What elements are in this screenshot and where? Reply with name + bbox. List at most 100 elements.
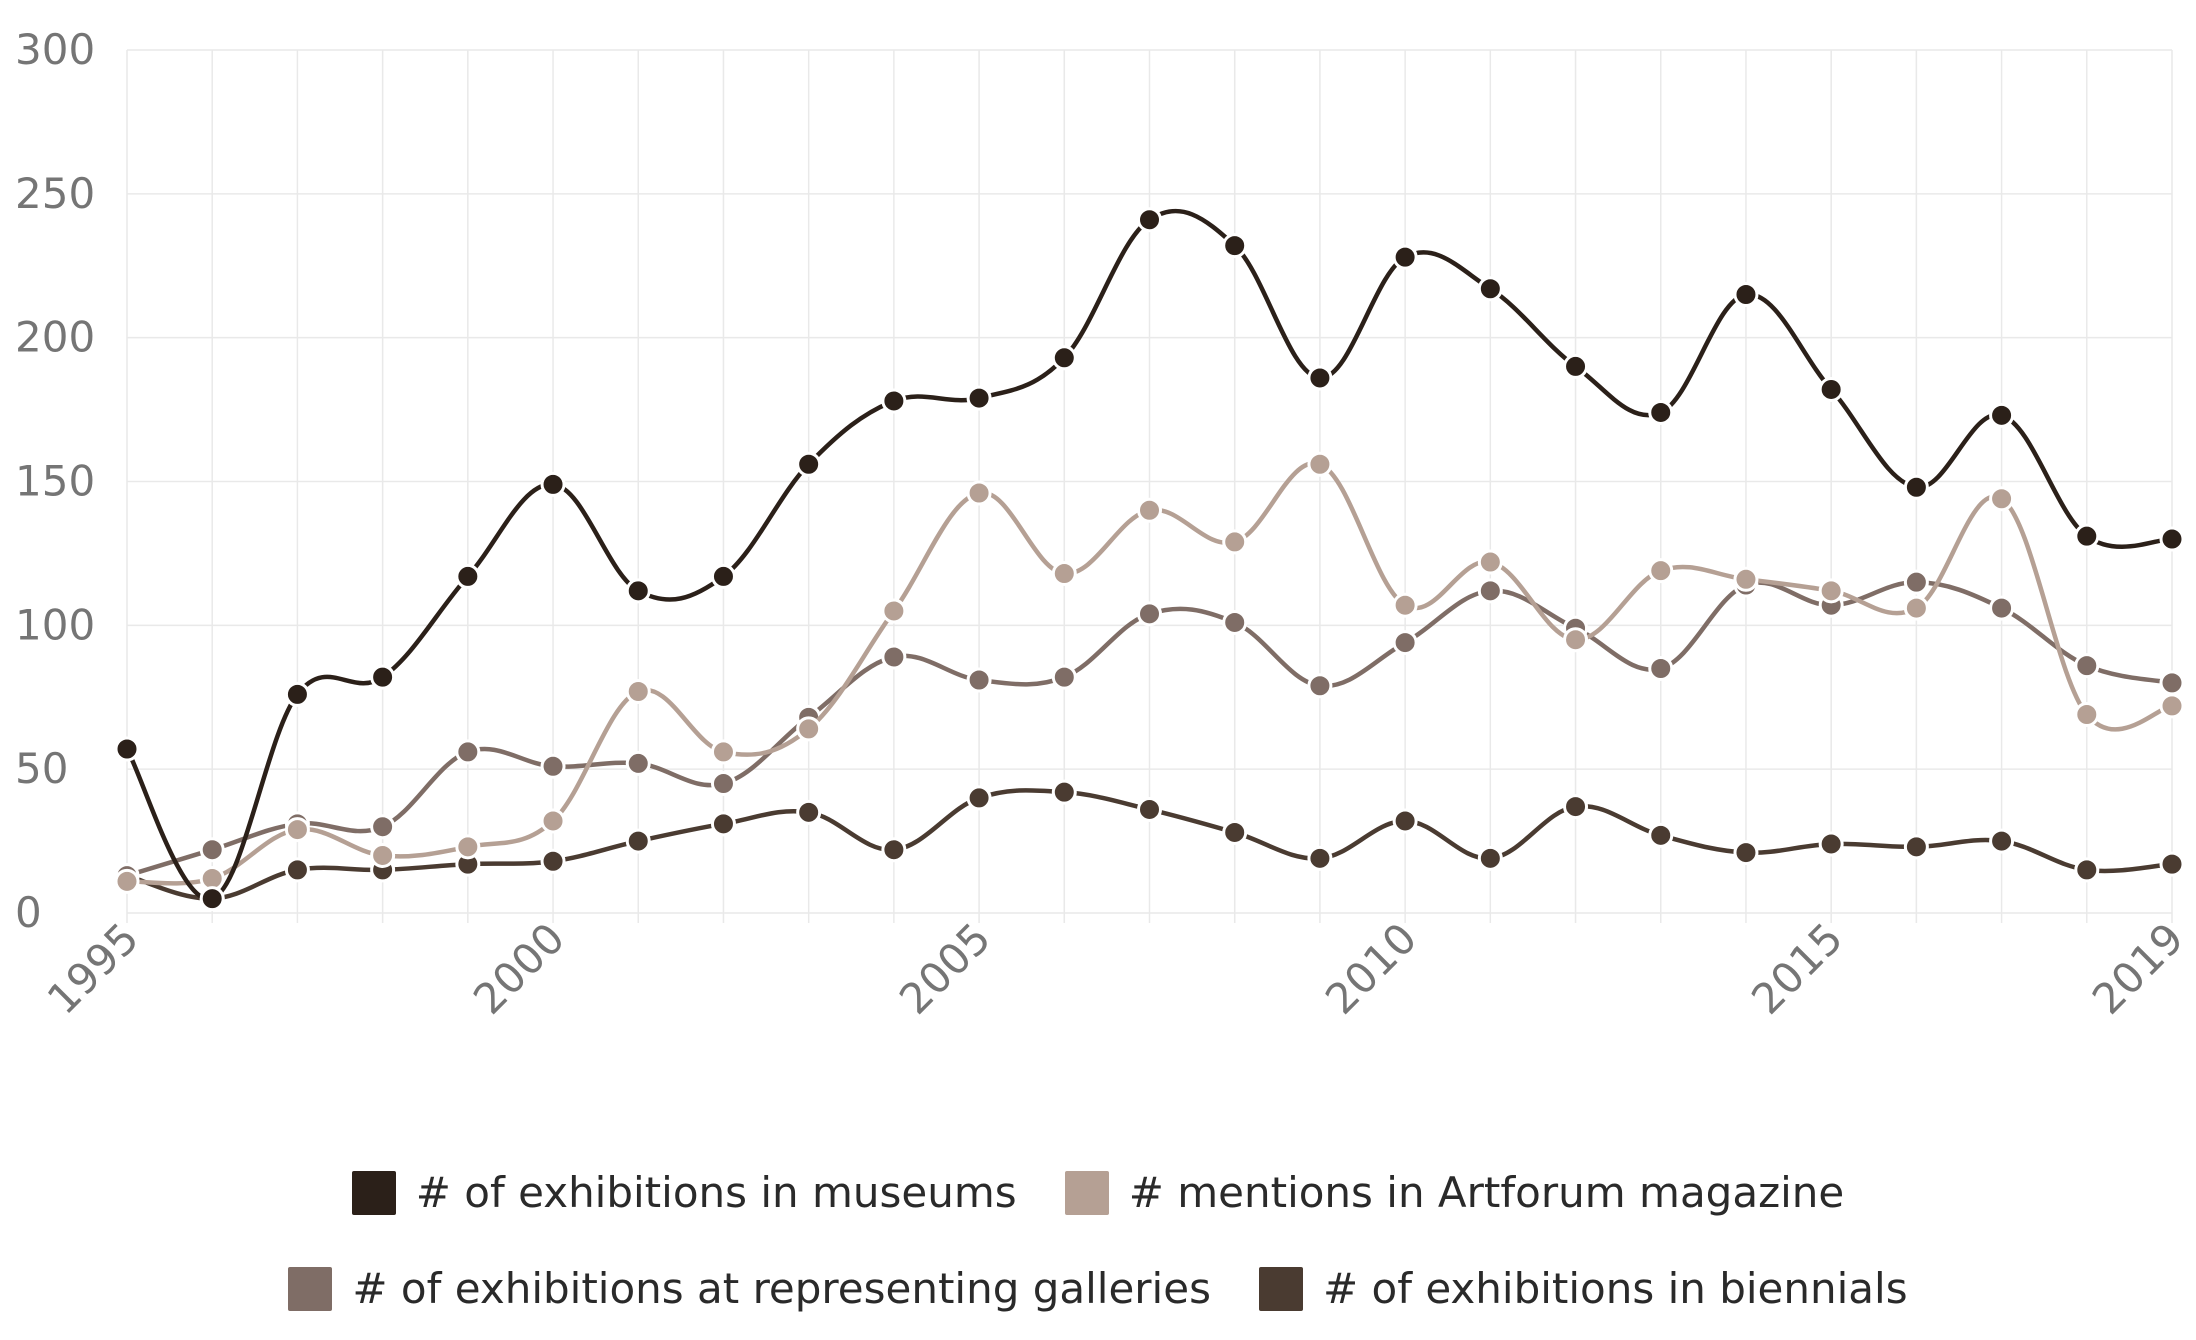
x-tick-label: 2000 <box>464 913 574 1023</box>
data-point[interactable] <box>284 681 310 707</box>
data-point[interactable] <box>881 388 907 414</box>
data-point[interactable] <box>625 750 651 776</box>
data-point[interactable] <box>1392 244 1418 270</box>
data-point[interactable] <box>1818 831 1844 857</box>
data-point[interactable] <box>1733 282 1759 308</box>
data-point[interactable] <box>540 753 566 779</box>
data-point[interactable] <box>1989 595 2015 621</box>
data-point[interactable] <box>625 828 651 854</box>
data-point[interactable] <box>1137 207 1162 233</box>
data-point[interactable] <box>625 678 651 704</box>
data-point[interactable] <box>1051 664 1077 690</box>
data-point[interactable] <box>2159 526 2185 552</box>
data-point[interactable] <box>1222 819 1248 845</box>
data-point[interactable] <box>881 644 907 670</box>
data-point[interactable] <box>796 451 822 477</box>
legend-item-museums[interactable]: # of exhibitions in museums <box>351 1168 1017 1217</box>
data-point[interactable] <box>370 842 396 868</box>
data-point[interactable] <box>540 848 566 874</box>
data-point[interactable] <box>1222 233 1248 259</box>
data-point[interactable] <box>199 837 225 863</box>
data-point[interactable] <box>1903 569 1929 595</box>
data-point[interactable] <box>1222 609 1248 635</box>
data-point[interactable] <box>710 563 736 589</box>
data-point[interactable] <box>1903 595 1929 621</box>
data-point[interactable] <box>1648 399 1674 425</box>
data-point[interactable] <box>1137 796 1162 822</box>
data-point[interactable] <box>370 664 396 690</box>
data-point[interactable] <box>1477 845 1503 871</box>
data-point[interactable] <box>2159 693 2185 719</box>
data-point[interactable] <box>966 480 992 506</box>
data-point[interactable] <box>1648 558 1674 584</box>
legend-swatch-artforum <box>1064 1170 1109 1215</box>
data-point[interactable] <box>881 598 907 624</box>
data-point[interactable] <box>1648 655 1674 681</box>
data-point[interactable] <box>1563 353 1589 379</box>
data-point[interactable] <box>1051 345 1077 371</box>
data-point[interactable] <box>540 471 566 497</box>
data-point[interactable] <box>2074 857 2100 883</box>
data-point[interactable] <box>1137 497 1162 523</box>
data-point[interactable] <box>1307 845 1333 871</box>
data-point[interactable] <box>2074 523 2100 549</box>
data-point[interactable] <box>1477 276 1503 302</box>
data-point[interactable] <box>966 785 992 811</box>
data-point[interactable] <box>199 886 225 912</box>
data-point[interactable] <box>796 716 822 742</box>
data-point[interactable] <box>2074 702 2100 728</box>
data-point[interactable] <box>1989 402 2015 428</box>
data-point[interactable] <box>966 667 992 693</box>
data-point[interactable] <box>1051 779 1077 805</box>
data-point[interactable] <box>1137 601 1162 627</box>
data-point[interactable] <box>1307 673 1333 699</box>
legend-swatch-museums <box>351 1170 396 1215</box>
data-point[interactable] <box>710 771 736 797</box>
legend-item-biennials[interactable]: # of exhibitions in biennials <box>1258 1264 1908 1313</box>
data-point[interactable] <box>966 385 992 411</box>
data-point[interactable] <box>1563 794 1589 820</box>
data-point[interactable] <box>1222 529 1248 555</box>
data-point[interactable] <box>1733 840 1759 866</box>
data-point[interactable] <box>625 578 651 604</box>
data-point[interactable] <box>1818 376 1844 402</box>
y-tick-label: 250 <box>15 169 95 218</box>
data-point[interactable] <box>114 868 140 894</box>
series-0 <box>114 207 2185 912</box>
data-point[interactable] <box>455 834 481 860</box>
data-point[interactable] <box>455 563 481 589</box>
data-point[interactable] <box>1989 828 2015 854</box>
data-point[interactable] <box>710 811 736 837</box>
legend-row-2: # of exhibitions at representing galleri… <box>0 1264 2196 1313</box>
y-tick-label: 50 <box>15 744 68 793</box>
data-point[interactable] <box>2074 653 2100 679</box>
data-point[interactable] <box>1477 578 1503 604</box>
data-point[interactable] <box>1307 451 1333 477</box>
data-point[interactable] <box>1818 578 1844 604</box>
data-point[interactable] <box>1903 834 1929 860</box>
data-point[interactable] <box>2159 670 2185 696</box>
data-point[interactable] <box>1051 561 1077 587</box>
data-point[interactable] <box>455 739 481 765</box>
legend-item-galleries[interactable]: # of exhibitions at representing galleri… <box>288 1264 1211 1313</box>
data-point[interactable] <box>2159 851 2185 877</box>
legend-item-artforum[interactable]: # mentions in Artforum magazine <box>1064 1168 1844 1217</box>
data-point[interactable] <box>284 817 310 843</box>
data-point[interactable] <box>1477 549 1503 575</box>
data-point[interactable] <box>1392 808 1418 834</box>
data-point[interactable] <box>540 808 566 834</box>
data-point[interactable] <box>284 857 310 883</box>
data-point[interactable] <box>710 739 736 765</box>
data-point[interactable] <box>1903 474 1929 500</box>
data-point[interactable] <box>370 814 396 840</box>
data-point[interactable] <box>1563 627 1589 653</box>
data-point[interactable] <box>114 736 140 762</box>
data-point[interactable] <box>1307 365 1333 391</box>
data-point[interactable] <box>1989 486 2015 512</box>
data-point[interactable] <box>796 799 822 825</box>
data-point[interactable] <box>1392 592 1418 618</box>
data-point[interactable] <box>1392 630 1418 656</box>
data-point[interactable] <box>881 837 907 863</box>
data-point[interactable] <box>1648 822 1674 848</box>
data-point[interactable] <box>1733 566 1759 592</box>
